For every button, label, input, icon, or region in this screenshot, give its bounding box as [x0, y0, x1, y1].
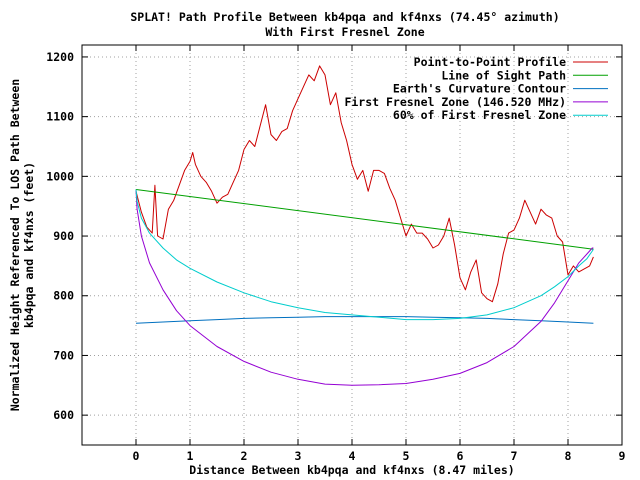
y-tick-label: 800	[53, 289, 74, 303]
x-tick-label: 5	[403, 449, 410, 463]
x-tick-label: 4	[349, 449, 356, 463]
chart-title: SPLAT! Path Profile Between kb4pqa and k…	[130, 10, 559, 24]
x-tick-label: 8	[565, 449, 572, 463]
y-tick-label: 900	[53, 229, 74, 243]
legend-label-los: Line of Sight Path	[441, 68, 566, 82]
legend-label-fresnel: First Fresnel Zone (146.520 MHz)	[344, 95, 566, 109]
x-tick-label: 2	[241, 449, 248, 463]
series-line-curvature	[135, 316, 594, 324]
x-tick-label: 0	[133, 449, 140, 463]
x-tick-label: 7	[511, 449, 518, 463]
plot-frame	[81, 44, 623, 446]
y-tick-label: 1200	[46, 50, 74, 64]
legend-label-curvature: Earth's Curvature Contour	[393, 82, 566, 96]
x-axis-ticks: 0 1 2 3 4 5 6 7 8 9	[133, 45, 626, 463]
y-axis-ticks: 600 700 800 900 1000 1100 1200	[46, 50, 622, 422]
series-line-fresnel	[135, 189, 594, 386]
x-tick-label: 6	[457, 449, 464, 463]
y-axis-label-line1: Normalized Height Referenced To LOS Path…	[8, 79, 22, 411]
x-tick-label: 9	[619, 449, 626, 463]
y-tick-label: 600	[53, 408, 74, 422]
y-tick-label: 1000	[46, 169, 74, 183]
series-line-los	[135, 189, 594, 250]
y-axis-label-line2: kb4pqa and kf4nxs (feet)	[22, 162, 36, 328]
series-line-fresnel60	[135, 189, 594, 321]
x-axis-label: Distance Between kb4pqa and kf4nxs (8.47…	[189, 463, 514, 477]
x-tick-label: 3	[295, 449, 302, 463]
y-tick-label: 1100	[46, 110, 74, 124]
series-line-profile	[135, 65, 594, 303]
series-group	[135, 65, 594, 386]
legend-label-fresnel60: 60% of First Fresnel Zone	[393, 108, 566, 122]
y-tick-label: 700	[53, 348, 74, 362]
chart-subtitle: With First Fresnel Zone	[265, 25, 424, 39]
x-tick-label: 1	[187, 449, 194, 463]
legend-label-profile: Point-to-Point Profile	[414, 55, 566, 69]
